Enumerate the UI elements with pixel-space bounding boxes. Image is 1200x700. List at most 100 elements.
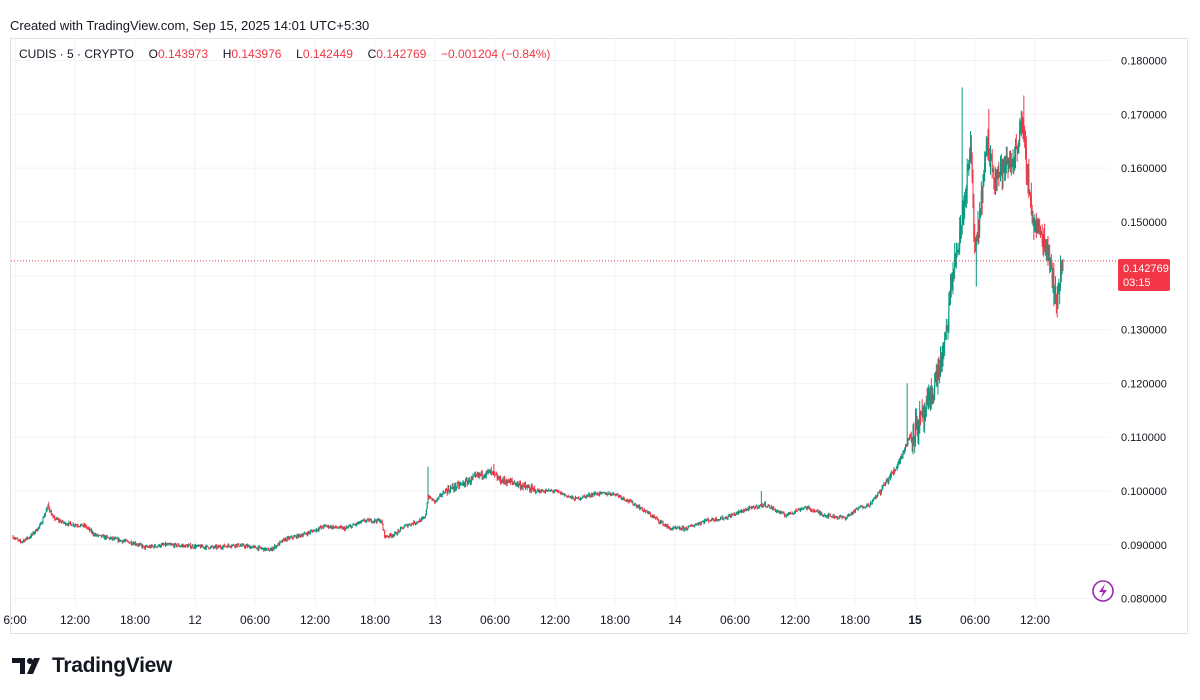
candle-body <box>155 546 157 548</box>
candle-body <box>434 499 436 503</box>
candle-body <box>332 526 334 529</box>
candle-body <box>1019 131 1021 141</box>
candle-body <box>1010 160 1011 170</box>
candle-body <box>839 516 841 518</box>
candle-body <box>1042 242 1044 247</box>
candle-body <box>925 413 926 417</box>
candle-body <box>828 514 830 518</box>
candle-body <box>35 529 36 533</box>
candle-body <box>185 544 187 546</box>
candle-body <box>911 438 913 442</box>
candle-body <box>1035 221 1037 233</box>
candle-body <box>295 535 296 537</box>
candle-body <box>331 526 333 529</box>
candle-body <box>955 252 957 265</box>
candle-body <box>450 488 451 492</box>
candle-body <box>722 516 724 520</box>
candle-body <box>810 508 811 511</box>
candle-body <box>442 492 444 495</box>
candle-body <box>366 519 368 521</box>
candle-body <box>76 525 78 526</box>
candle-body <box>1013 162 1015 169</box>
candle-body <box>686 528 688 530</box>
candle-body <box>615 494 616 496</box>
candle-body <box>710 520 711 522</box>
candle-body <box>891 472 893 474</box>
candle-body <box>810 509 812 511</box>
candle-body <box>879 491 881 493</box>
candle-body <box>594 492 596 495</box>
candle-body <box>946 325 948 328</box>
candle-body <box>326 526 328 528</box>
candle-body <box>645 510 647 512</box>
candle-body <box>1041 232 1043 243</box>
high-value: 0.143976 <box>231 47 282 61</box>
candle-body <box>139 544 141 545</box>
candle-body <box>560 491 561 494</box>
candle-body <box>368 519 370 522</box>
candle-body <box>15 538 16 540</box>
candle-body <box>265 547 266 551</box>
tradingview-brand[interactable]: TradingView <box>12 654 172 678</box>
candle-body <box>691 525 693 527</box>
candle-body <box>105 536 107 539</box>
candle-body <box>615 494 617 496</box>
candle-body <box>944 339 946 346</box>
candle-body <box>231 545 233 547</box>
candle-body <box>208 547 210 549</box>
y-tick-label: 0.170000 <box>1121 109 1167 121</box>
candle-body <box>590 496 591 497</box>
candle-body <box>679 527 681 530</box>
candle-body <box>1006 159 1008 165</box>
candle-body <box>587 495 589 497</box>
candle-body <box>138 544 140 546</box>
candle-body <box>675 527 676 529</box>
lightning-icon[interactable] <box>1092 580 1114 602</box>
candle-body <box>819 511 821 514</box>
candle-body <box>27 537 29 539</box>
candle-body <box>259 546 261 548</box>
candle-body <box>1054 289 1056 295</box>
candle-body <box>963 206 965 214</box>
symbol-label[interactable]: CUDIS · 5 · CRYPTO <box>19 47 134 61</box>
candle-body <box>567 496 569 498</box>
candle-body <box>491 471 493 473</box>
candle-body <box>895 468 897 470</box>
x-tick-label: 18:00 <box>120 613 150 627</box>
candle-body <box>357 522 359 524</box>
candle-body <box>489 470 491 473</box>
candle-body <box>455 487 457 489</box>
candle-body <box>690 525 692 527</box>
candle-body <box>970 142 971 154</box>
candle-body <box>394 532 396 535</box>
x-tick-label: 6:00 <box>3 613 27 627</box>
candle-body <box>302 534 304 537</box>
candle-body <box>20 541 22 543</box>
close-label: C <box>367 47 377 61</box>
candle-body <box>344 527 346 531</box>
candle-body <box>29 537 31 539</box>
candle-body <box>162 544 164 545</box>
candle-body <box>863 507 865 509</box>
candle-body <box>135 542 136 545</box>
candle-body <box>617 494 619 496</box>
candle-body <box>224 544 226 547</box>
candle-body <box>184 545 186 548</box>
candle-body <box>875 496 876 498</box>
candle-body <box>1032 218 1034 223</box>
candle-body <box>932 393 934 401</box>
candle-body <box>78 526 80 527</box>
candle-body <box>363 519 365 521</box>
candle-body <box>236 544 238 547</box>
candle-body <box>1010 165 1012 170</box>
candle-body <box>23 539 25 541</box>
candle-body <box>906 445 908 447</box>
candle-body <box>375 519 376 521</box>
candle-body <box>1000 166 1001 173</box>
candle-body <box>275 545 276 548</box>
candle-body <box>1062 266 1064 271</box>
candle-body <box>247 545 249 547</box>
candle-body <box>397 530 399 534</box>
candle-body <box>402 527 404 529</box>
